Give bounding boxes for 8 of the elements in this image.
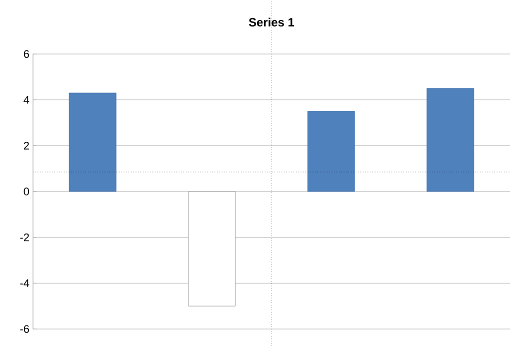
chart-title: Series 1 <box>248 18 294 26</box>
y-tick-label: -4 <box>20 279 30 287</box>
y-tick-label: 4 <box>24 96 30 104</box>
y-tick-label: -2 <box>20 234 29 242</box>
y-tick-label: -6 <box>20 325 29 333</box>
y-tick-label: 6 <box>24 50 29 58</box>
y-tick-label: 0 <box>24 188 30 196</box>
y-tick-label: 2 <box>24 142 29 150</box>
